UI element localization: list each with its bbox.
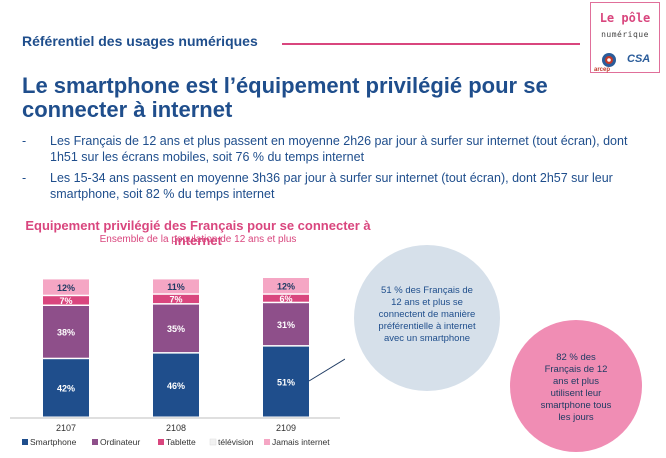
- bar-segment-tablette: [263, 294, 309, 302]
- legend-label: Ordinateur: [100, 437, 140, 447]
- legend-item: Tablette: [158, 437, 196, 447]
- bar-segment-tablette: [43, 296, 89, 305]
- legend-item: télévision: [209, 437, 254, 447]
- bullet-dash: -: [22, 171, 27, 185]
- x-tick-label: 2107: [56, 423, 76, 433]
- legend-label: Tablette: [166, 437, 196, 447]
- legend-swatch: [209, 438, 217, 446]
- data-label: 31%: [277, 320, 295, 330]
- x-tick-label: 2108: [166, 423, 186, 433]
- data-label: 35%: [167, 324, 185, 334]
- legend-label: télévision: [218, 437, 254, 447]
- legend-label: Smartphone: [30, 437, 77, 447]
- chart-title: Equipement privilégié des Français pour …: [25, 218, 371, 248]
- page-title: Le smartphone est l’équipement privilégi…: [22, 73, 548, 122]
- chart-subtitle: Ensemble de la population de 12 ans et p…: [99, 234, 297, 245]
- data-label: 6%: [279, 294, 292, 304]
- callout-connector: [308, 358, 345, 382]
- legend-swatch: [264, 439, 270, 445]
- bullet-item: - Les Français de 12 ans et plus passent…: [22, 133, 642, 165]
- data-label: 38%: [57, 328, 75, 338]
- header-divider: [282, 43, 580, 45]
- callout-circle-smartphone: 51 % des Français de 12 ans et plus se c…: [354, 245, 500, 391]
- data-label: 7%: [169, 295, 182, 305]
- data-label: 42%: [57, 384, 75, 394]
- bar-segment-ordinateur: [263, 303, 309, 346]
- data-label: 51%: [277, 377, 295, 387]
- legend-item: Ordinateur: [92, 437, 140, 447]
- callout-circle-daily-usage: 82 % des Français de 12 ans et plus util…: [510, 320, 642, 452]
- logo-title: Le pôle: [599, 11, 651, 25]
- bullet-list: - Les Français de 12 ans et plus passent…: [22, 133, 642, 207]
- bar-segment-jamais-internet: [153, 279, 199, 294]
- bar-segment-smartphone: [263, 346, 309, 417]
- legend-swatch: [92, 439, 98, 445]
- arcep-logo-icon: [602, 53, 616, 67]
- data-label: 12%: [57, 283, 75, 293]
- bar-segment-ordinateur: [43, 306, 89, 358]
- data-label: 7%: [59, 296, 72, 306]
- legend-swatch: [22, 439, 28, 445]
- bar-segment-smartphone: [43, 359, 89, 417]
- bullet-dash: -: [22, 134, 27, 148]
- bar-segment-tablette: [153, 294, 199, 304]
- data-label: 46%: [167, 381, 185, 391]
- bullet-text: Les Français de 12 ans et plus passent e…: [50, 134, 628, 164]
- legend-item: Smartphone: [22, 437, 77, 447]
- data-label: 12%: [277, 281, 295, 291]
- bar-segment-jamais-internet: [263, 278, 309, 294]
- bar-segment-ordinateur: [153, 304, 199, 353]
- bullet-item: - Les 15-34 ans passent en moyenne 3h36 …: [22, 170, 642, 202]
- pole-numerique-logo: Le pôle numérique arcep CSA: [590, 2, 660, 73]
- bar-segment-smartphone: [153, 353, 199, 417]
- bullet-text: Les 15-34 ans passent en moyenne 3h36 pa…: [50, 171, 613, 201]
- stacked-bar-chart: 42% 38% 7% 12% 2107 46% 35% 7% 11% 2108 51% 31% 6% 12…: [10, 278, 345, 447]
- legend-item: Jamais internet: [264, 437, 330, 447]
- bar-segment-jamais-internet: [43, 279, 89, 295]
- callout-text: 82 % des Français de 12 ans et plus util…: [540, 352, 612, 423]
- callout-text: 51 % des Français de 12 ans et plus se c…: [378, 285, 476, 344]
- legend-label: Jamais internet: [272, 437, 330, 447]
- arcep-logo-text: arcep: [594, 67, 611, 73]
- x-tick-label: 2109: [276, 423, 296, 433]
- header-subtitle: Référentiel des usages numériques: [22, 33, 258, 49]
- csa-logo-text: CSA: [627, 53, 651, 65]
- logo-subtitle: numérique: [601, 30, 649, 39]
- data-label: 11%: [167, 282, 185, 292]
- legend-swatch: [158, 439, 164, 445]
